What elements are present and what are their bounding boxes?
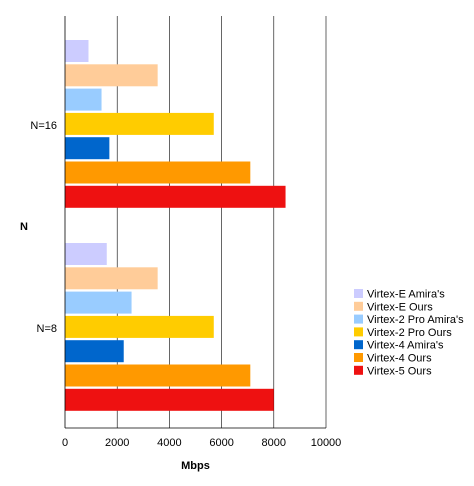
bar: [65, 88, 102, 111]
bar: [65, 161, 251, 184]
x-tick-label: 10000: [311, 437, 342, 449]
x-tick-labels: 0 2000 4000 6000 8000 10000: [62, 437, 341, 449]
bar: [65, 243, 107, 265]
bar: [65, 40, 89, 62]
x-tick-label: 0: [62, 437, 68, 449]
category-labels: N=16 N=8: [30, 120, 57, 335]
legend-swatch: [354, 289, 363, 298]
bar: [65, 267, 158, 290]
legend-label: Virtex-2 Pro Ours: [367, 327, 452, 339]
legend-label: Virtex-5 Ours: [367, 365, 432, 377]
legend-swatch: [354, 314, 363, 324]
bar: [65, 112, 214, 135]
legend-swatch: [354, 327, 363, 337]
y-axis-title: N: [20, 221, 28, 233]
legend-label: Virtex-4 Ours: [367, 353, 432, 365]
legend-label: Virtex-E Amira's: [367, 289, 445, 301]
bar: [65, 64, 158, 87]
legend-swatch: [354, 301, 363, 311]
category-label: N=8: [37, 323, 58, 335]
bar: [65, 340, 124, 363]
x-tick-label: 4000: [157, 437, 181, 449]
x-tick-label: 6000: [209, 437, 233, 449]
category-label: N=16: [30, 120, 57, 132]
x-axis-title: Mbps: [181, 460, 210, 472]
bars: [65, 40, 286, 411]
bar: [65, 291, 132, 314]
legend-swatch: [354, 340, 363, 350]
bar: [65, 137, 110, 160]
legend-swatch: [354, 365, 363, 375]
legend-label: Virtex-2 Pro Amira's: [367, 314, 464, 326]
legend-label: Virtex-E Ours: [367, 301, 433, 313]
bar: [65, 388, 274, 411]
bar: [65, 185, 286, 208]
x-tick-label: 2000: [105, 437, 129, 449]
bar: [65, 315, 214, 338]
bar: [65, 364, 251, 387]
legend-label: Virtex-4 Amira's: [367, 340, 444, 352]
x-tick-label: 8000: [262, 437, 286, 449]
legend-swatch: [354, 353, 363, 362]
